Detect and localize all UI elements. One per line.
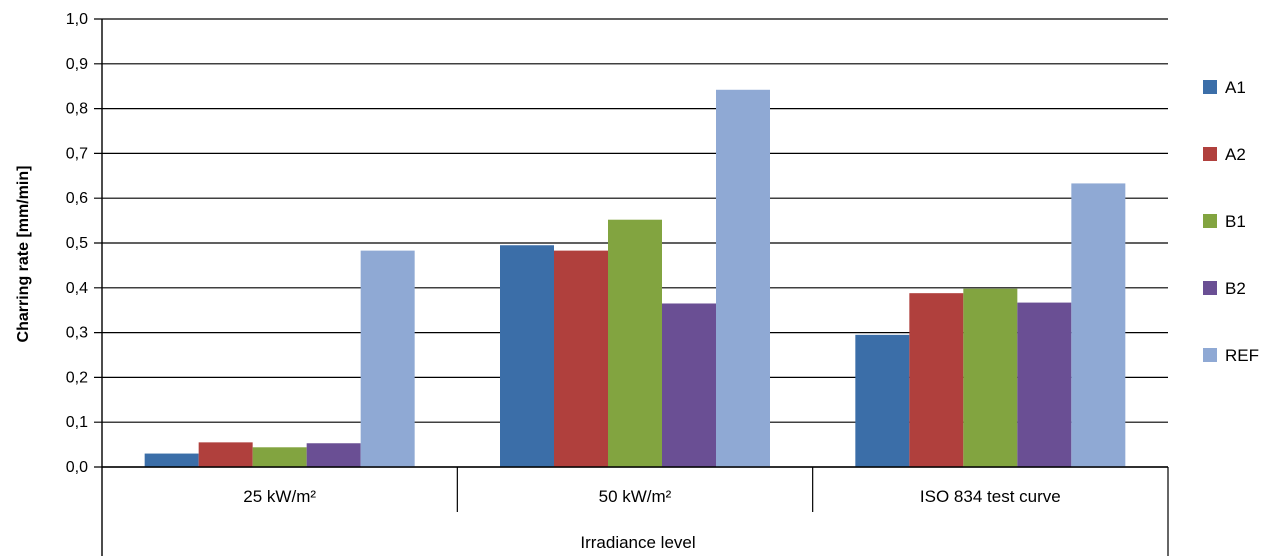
bar-a2-2	[909, 293, 964, 467]
y-tick-label: 0,3	[66, 325, 88, 342]
y-tick-labels: 0,0 0,1 0,2 0,3 0,4 0,5 0,6 0,7 0,8 0,9 1,0	[66, 11, 88, 476]
category-labels: 25 kW/m² 50 kW/m² ISO 834 test curve	[243, 487, 1060, 506]
bar-ref-1	[716, 89, 770, 467]
axes	[101, 19, 1169, 556]
y-tick-label: 0,1	[66, 414, 88, 431]
bar-b1-0	[252, 447, 307, 467]
bar-a1-2	[855, 334, 910, 467]
legend-swatch-b2	[1203, 281, 1217, 295]
bars	[144, 89, 1126, 467]
y-tick-label: 1,0	[66, 11, 88, 28]
category-label: ISO 834 test curve	[920, 487, 1061, 506]
legend-label-b1: B1	[1225, 212, 1246, 231]
bar-ref-2	[1071, 183, 1126, 467]
x-axis-title: Irradiance level	[580, 533, 695, 552]
y-tick-label: 0,6	[66, 190, 88, 207]
bar-b2-1	[662, 303, 716, 467]
y-tick-label: 0,9	[66, 56, 88, 73]
bar-ref-0	[360, 250, 415, 467]
legend-label-ref: REF	[1225, 346, 1259, 365]
bar-a2-0	[198, 442, 253, 467]
bar-b1-2	[963, 288, 1018, 467]
y-tick-label: 0,2	[66, 369, 88, 386]
bar-a1-1	[500, 245, 554, 467]
category-label: 50 kW/m²	[599, 487, 672, 506]
bar-a1-0	[144, 453, 199, 467]
bar-b1-1	[608, 219, 662, 467]
bar-b2-2	[1017, 302, 1072, 467]
y-tick-label: 0,4	[66, 280, 88, 297]
y-tick-label: 0,5	[66, 235, 88, 252]
bar-a2-1	[554, 250, 608, 467]
y-tick-label: 0,8	[66, 101, 88, 118]
category-label: 25 kW/m²	[243, 487, 316, 506]
legend-label-a1: A1	[1225, 78, 1246, 97]
legend-label-b2: B2	[1225, 279, 1246, 298]
legend-swatch-b1	[1203, 214, 1217, 228]
y-tick-label: 0,7	[66, 145, 88, 162]
legend-swatch-a2	[1203, 147, 1217, 161]
legend-swatch-ref	[1203, 348, 1217, 362]
legend-swatch-a1	[1203, 80, 1217, 94]
legend-label-a2: A2	[1225, 145, 1246, 164]
y-tick-label: 0,0	[66, 459, 88, 476]
bar-b2-0	[306, 443, 361, 467]
legend: A1 A2 B1 B2 REF	[1203, 78, 1259, 365]
y-axis-title: Charring rate [mm/min]	[15, 166, 32, 343]
